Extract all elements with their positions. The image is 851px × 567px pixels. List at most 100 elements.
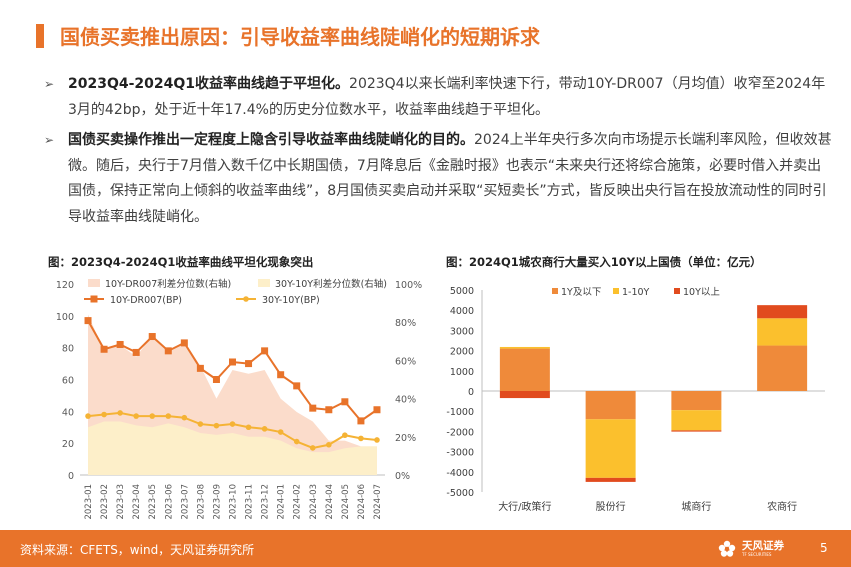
x-tick-label: 2023-08 [196, 484, 206, 520]
bar-10Y以上 [671, 430, 722, 432]
point-10y-dr007 [100, 345, 108, 353]
brand-logo: 天风证券 TF SECURITIES [717, 537, 784, 561]
point-30y-10y [293, 438, 300, 445]
point-30y-10y [117, 410, 123, 416]
bullet-arrow-icon: ➢ [44, 133, 55, 147]
footer-bar: 资料来源：CFETS，wind，天风证券研究所 天风证券 TF SECURITI… [0, 530, 851, 567]
bullet-2: ➢ 国债买卖操作推出一定程度上隐含引导收益率曲线陡峭化的目的。2024上半年央行… [44, 128, 834, 230]
right-y-tick-label: 60% [395, 356, 416, 367]
y-tick-label: 3000 [450, 326, 474, 337]
title-accent-bar [36, 24, 44, 48]
legend-label: 30Y-10Y(BP) [262, 295, 320, 306]
right-y-tick-label: 40% [395, 395, 416, 406]
bar-1Y及以下 [585, 391, 636, 420]
x-tick-label: 2024-01 [277, 484, 287, 520]
point-10y-dr007 [180, 339, 188, 347]
legend-swatch [613, 288, 619, 294]
left-chart: 0 20 40 60 80 100 120 0% 20% 40% 60% 80% 100% 2023-01… [56, 278, 422, 520]
point-10y-dr007 [148, 333, 156, 341]
area-30Y-10Y利差分位数(右轴) [88, 421, 377, 475]
bar-1Y及以下 [671, 391, 722, 411]
x-tick-label: 2023-12 [261, 484, 271, 520]
legend-label: 10Y-DR007利差分位数(右轴) [105, 278, 231, 290]
legend-swatch [552, 288, 558, 294]
y-tick-label: 4000 [450, 306, 474, 317]
point-30y-10y [165, 413, 172, 419]
point-30y-10y [277, 429, 284, 435]
x-tick-label: 2023-07 [180, 484, 190, 520]
y-tick-label: -3000 [446, 448, 474, 459]
legend-marker [90, 295, 98, 303]
legend-label: 1-10Y [622, 287, 650, 298]
logo-flower-icon [718, 540, 736, 557]
point-30y-10y [326, 441, 332, 448]
legend-label: 10Y-DR007(BP) [110, 295, 182, 306]
point-10y-dr007 [229, 358, 236, 366]
bullet-1: ➢ 2023Q4-2024Q1收益率曲线趋于平坦化。2023Q4以来长端利率快速… [44, 72, 834, 123]
bullet-arrow-icon: ➢ [44, 77, 55, 91]
right-chart: -5000 -4000 -3000 -2000 -1000 0 1000 2000 3000 40… [446, 286, 825, 513]
y-tick-label: 1000 [450, 367, 474, 378]
x-tick-label: 2024-02 [293, 484, 303, 520]
bar-10Y以上 [757, 305, 808, 319]
point-30y-10y [85, 413, 91, 419]
page-number: 5 [820, 541, 828, 555]
point-10y-dr007 [325, 406, 333, 414]
point-10y-dr007 [84, 317, 92, 325]
logo-sub: TF SECURITIES [742, 552, 772, 557]
point-10y-dr007 [373, 406, 381, 414]
y-tick-label: -2000 [446, 427, 474, 438]
legend-marker [243, 296, 249, 302]
legend-swatch [88, 279, 100, 287]
x-category-label: 大行/政策行 [498, 500, 551, 513]
point-30y-10y [213, 422, 220, 429]
left-chart-title: 图：2023Q4-2024Q1收益率曲线平坦化现象突出 [48, 255, 314, 269]
point-10y-dr007 [116, 340, 124, 348]
left-y-tick-label: 120 [56, 280, 74, 291]
x-tick-label: 2024-03 [309, 484, 319, 520]
point-30y-10y [197, 421, 204, 427]
point-10y-dr007 [341, 398, 349, 406]
point-10y-dr007 [212, 376, 220, 383]
legend-swatch [674, 288, 680, 294]
right-y-tick-label: 0% [395, 471, 410, 482]
x-tick-label: 2024-05 [341, 484, 351, 520]
y-tick-label: 2000 [450, 347, 474, 358]
bullet-2-text: 2024上半年央行多次向市场提示长端利率风险，但收效甚微。随后，央行于7月借入数… [68, 132, 832, 225]
point-10y-dr007 [164, 347, 172, 355]
point-30y-10y [101, 411, 107, 418]
point-30y-10y [358, 435, 364, 442]
point-30y-10y [245, 424, 252, 431]
page-title: 国债买卖推出原因：引导收益率曲线陡峭化的短期诉求 [60, 25, 540, 49]
bar-1Y及以下 [499, 348, 550, 391]
x-category-label: 农商行 [767, 500, 797, 513]
y-tick-label: -1000 [446, 407, 474, 418]
x-tick-label: 2024-06 [357, 484, 367, 520]
point-10y-dr007 [132, 348, 140, 356]
source-note: 资料来源：CFETS，wind，天风证券研究所 [20, 543, 255, 557]
logo-name: 天风证券 [742, 540, 784, 552]
left-y-tick-label: 20 [62, 439, 74, 450]
y-tick-label: 0 [468, 387, 474, 398]
legend-label: 10Y以上 [683, 287, 720, 298]
x-tick-label: 2024-04 [325, 484, 335, 520]
legend-swatch [258, 279, 270, 287]
point-10y-dr007 [277, 371, 285, 379]
bar-1-10Y [671, 410, 722, 431]
point-10y-dr007 [309, 404, 317, 412]
point-30y-10y [374, 437, 380, 443]
bullet-2-lead: 国债买卖操作推出一定程度上隐含引导收益率曲线陡峭化的目的。 [68, 132, 474, 148]
y-tick-label: -5000 [446, 488, 474, 499]
point-10y-dr007 [261, 347, 269, 355]
y-tick-label: -4000 [446, 468, 474, 479]
bar-1-10Y [585, 419, 636, 478]
x-tick-label: 2023-10 [229, 484, 239, 520]
point-30y-10y [133, 413, 139, 419]
x-tick-label: 2023-03 [116, 484, 126, 520]
x-tick-label: 2023-04 [132, 484, 142, 520]
x-tick-label: 2023-11 [245, 484, 255, 520]
point-30y-10y [181, 414, 188, 421]
bar-10Y以上 [499, 391, 550, 399]
x-tick-label: 2024-07 [373, 484, 383, 520]
point-30y-10y [261, 426, 268, 432]
